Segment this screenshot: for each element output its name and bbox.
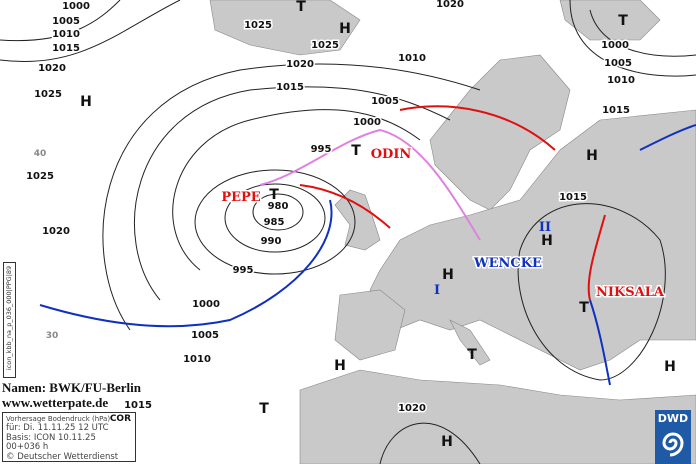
scandinavia (429, 54, 571, 211)
website-link[interactable]: www.wetterpate.de (2, 395, 109, 410)
high-pressure-label: H (80, 94, 92, 110)
cold-front-pepe (39, 199, 333, 328)
isobar-label: 1025 (244, 20, 272, 31)
isobar-label: 1000 (353, 117, 381, 128)
high-pressure-label: H (541, 233, 553, 249)
latitude-label: 40 (34, 149, 47, 159)
uk-ireland (334, 189, 381, 251)
dwd-spiral-icon (662, 432, 684, 457)
svalbard (559, 0, 661, 41)
high-pressure-label: H (442, 267, 454, 283)
isobar-label: 1020 (436, 0, 464, 10)
system-name-pepe: PEPE (221, 190, 260, 205)
isobar-label: 1020 (38, 63, 66, 74)
isobar-label: 1000 (62, 1, 90, 12)
system-name-niksala: NIKSALA (596, 285, 665, 300)
high-pressure-label: H (441, 434, 453, 450)
low-pressure-label: T (269, 187, 279, 203)
isobar-label: 1005 (604, 58, 632, 69)
isobar-label: 1020 (398, 403, 426, 414)
dwd-logo: DWD (655, 410, 691, 464)
isobar-label: 1015 (124, 400, 152, 411)
low-pressure-label: T (296, 0, 306, 15)
dwd-logo-text: DWD (657, 412, 689, 425)
model-tag-text: icon_kbb_na_p_036_000|PPG|89 (5, 265, 13, 371)
system-name-ii: II (539, 220, 551, 235)
isobar-label: 1025 (26, 171, 54, 182)
high-pressure-label: H (664, 359, 676, 375)
model-tag: icon_kbb_na_p_036_000|PPG|89 (3, 262, 16, 378)
land-masses (209, 0, 696, 464)
isobar-label: 1005 (52, 16, 80, 27)
isobar-label: 1015 (276, 82, 304, 93)
valid-time: für: Di. 11.11.25 12 UTC (6, 423, 109, 433)
italy (449, 319, 491, 366)
isobar-label: 1015 (559, 192, 587, 203)
isobar-label: 1005 (371, 96, 399, 107)
names-credit: Namen: BWK/FU-Berlin (2, 380, 142, 395)
low-pressure-label: T (351, 143, 361, 159)
low-pressure-label: T (259, 401, 269, 417)
isobar-label: 1010 (183, 354, 211, 365)
occlusion-odin (259, 128, 481, 241)
model-basis: Basis: ICON 10.11.25 00+036 h (6, 432, 96, 453)
system-name-i: I (434, 283, 440, 298)
latitude-label: 30 (46, 331, 59, 341)
high-pressure-label: H (334, 358, 346, 374)
isobar-label: 1000 (192, 299, 220, 310)
isobar-label: 995 (311, 144, 332, 155)
greenland (209, 0, 361, 56)
isobar-label: 1015 (52, 43, 80, 54)
warm-front-niksala (587, 214, 606, 301)
isobar-label: 1025 (311, 40, 339, 51)
isobar-label: 1000 (601, 40, 629, 51)
isobar-label: 1010 (52, 29, 80, 40)
isobar-label: 1010 (607, 75, 635, 86)
isobar-label: 995 (233, 265, 254, 276)
warm-front-pepe (299, 184, 391, 229)
isobar-label: 1025 (34, 89, 62, 100)
low-pressure-label: T (467, 347, 477, 363)
warm-front-odin (399, 105, 556, 151)
isobar-label: 990 (261, 236, 282, 247)
isobar-label: 1010 (398, 53, 426, 64)
cold-front-niksala (589, 299, 611, 386)
low-pressure-label: T (618, 13, 628, 29)
cold-front-east (639, 124, 696, 151)
system-name-odin: ODIN (371, 147, 412, 162)
north-africa (299, 369, 696, 464)
info-title: Vorhersage Bodendruck (hPa) (6, 415, 111, 423)
cor-label: COR (109, 414, 131, 424)
high-pressure-label: H (586, 148, 598, 164)
fronts (39, 105, 696, 386)
high-pressure-label: H (339, 21, 351, 37)
isobar-label: 1020 (42, 226, 70, 237)
credits: Namen: BWK/FU-Berlin www.wetterpate.de (2, 380, 141, 410)
isobar-label: 1005 (191, 330, 219, 341)
iberia (334, 289, 406, 361)
system-name-wencke: WENCKE (473, 256, 542, 271)
info-box: COR Vorhersage Bodendruck (hPa) für: Di.… (2, 412, 136, 462)
isobar-label: 1015 (602, 105, 630, 116)
copyright: © Deutscher Wetterdienst (6, 451, 119, 462)
europe-mainland (369, 109, 696, 371)
isobar-label: 980 (268, 201, 289, 212)
low-pressure-label: T (579, 300, 589, 316)
isobar-label: 985 (264, 217, 285, 228)
isobar-label: 1020 (286, 59, 314, 70)
